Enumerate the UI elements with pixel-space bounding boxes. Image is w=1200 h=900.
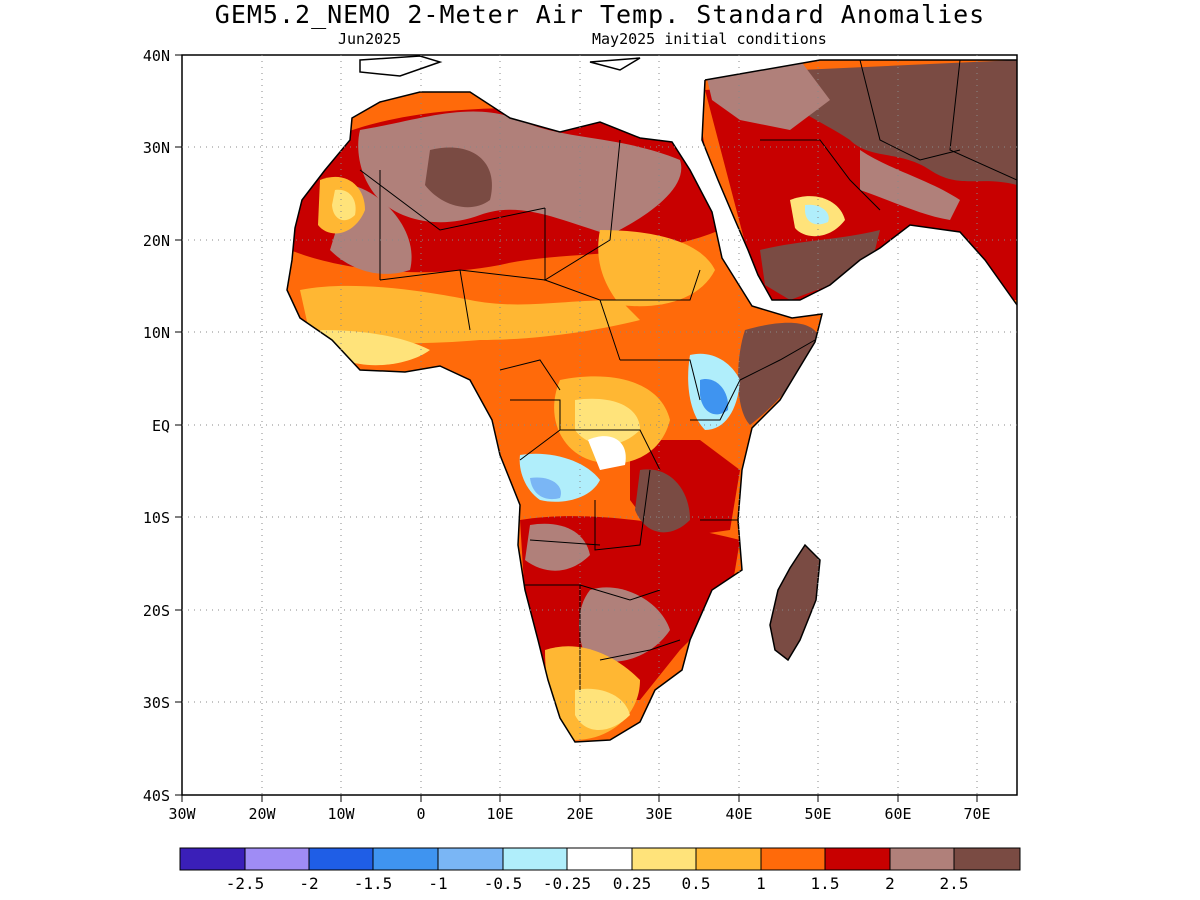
colorbar-label: -0.25 — [543, 874, 591, 893]
colorbar-label: 1.5 — [811, 874, 840, 893]
colorbar-swatch — [308, 847, 374, 871]
colorbar-swatch — [631, 847, 697, 871]
lon-label-60e: 60E — [884, 805, 911, 823]
lon-label-70e: 70E — [963, 805, 990, 823]
colorbar-swatch — [244, 847, 310, 871]
lat-label-eq: EQ — [152, 417, 170, 435]
lat-label-40s: 40S — [143, 787, 170, 805]
lon-label-50e: 50E — [804, 805, 831, 823]
lon-label-30e: 30E — [645, 805, 672, 823]
colorbar-label: -1 — [428, 874, 447, 893]
colorbar-swatch — [566, 847, 633, 871]
colorbar-label: 2.5 — [940, 874, 969, 893]
initial-conditions: May2025 initial conditions — [592, 30, 827, 48]
colorbar-label: -1.5 — [354, 874, 393, 893]
colorbar-label: -0.5 — [484, 874, 523, 893]
colorbar-label: -2.5 — [226, 874, 265, 893]
anomaly-field-layer — [287, 60, 1017, 742]
lon-label-20w: 20W — [248, 805, 276, 823]
forecast-month: Jun2025 — [338, 30, 402, 48]
lat-label-30n: 30N — [143, 139, 170, 157]
lon-label-10e: 10E — [486, 805, 513, 823]
colorbar-swatch — [695, 847, 762, 871]
latitude-labels: 40N 30N 20N 10N EQ 10S 20S 30S 40S — [143, 47, 170, 805]
lon-label-30w: 30W — [168, 805, 196, 823]
tick-marks — [175, 54, 978, 802]
colorbar-swatch — [760, 847, 826, 871]
colorbar-label: 2 — [885, 874, 895, 893]
colorbar-label: 0.5 — [682, 874, 711, 893]
lon-label-20e: 20E — [566, 805, 593, 823]
colorbar-swatch — [179, 847, 246, 871]
lat-label-40n: 40N — [143, 47, 170, 65]
colorbar-swatch — [502, 847, 568, 871]
lon-label-10w: 10W — [327, 805, 355, 823]
colorbar-swatch — [372, 847, 439, 871]
lat-label-20s: 20S — [143, 602, 170, 620]
colorbar-label: 0.25 — [613, 874, 652, 893]
lon-label-40e: 40E — [725, 805, 752, 823]
colorbar-swatch — [824, 847, 891, 871]
colorbar-label: 1 — [756, 874, 766, 893]
colorbar-swatch — [437, 847, 504, 871]
lon-label-0: 0 — [416, 805, 425, 823]
lat-label-30s: 30S — [143, 694, 170, 712]
colorbar-swatch — [953, 847, 1021, 871]
longitude-labels: 30W 20W 10W 0 10E 20E 30E 40E 50E 60E 70… — [168, 805, 990, 823]
colorbar-label: -2 — [299, 874, 318, 893]
lat-label-20n: 20N — [143, 232, 170, 250]
colorbar-swatch — [889, 847, 955, 871]
map-title: GEM5.2_NEMO 2-Meter Air Temp. Standard A… — [214, 0, 986, 29]
lat-label-10n: 10N — [143, 324, 170, 342]
colorbar: -2.5 -2 -1.5 -1 -0.5 -0.25 0.25 0.5 1 1.… — [179, 847, 1021, 893]
lat-label-10s: 10S — [143, 509, 170, 527]
coastline-layer — [286, 55, 1017, 743]
